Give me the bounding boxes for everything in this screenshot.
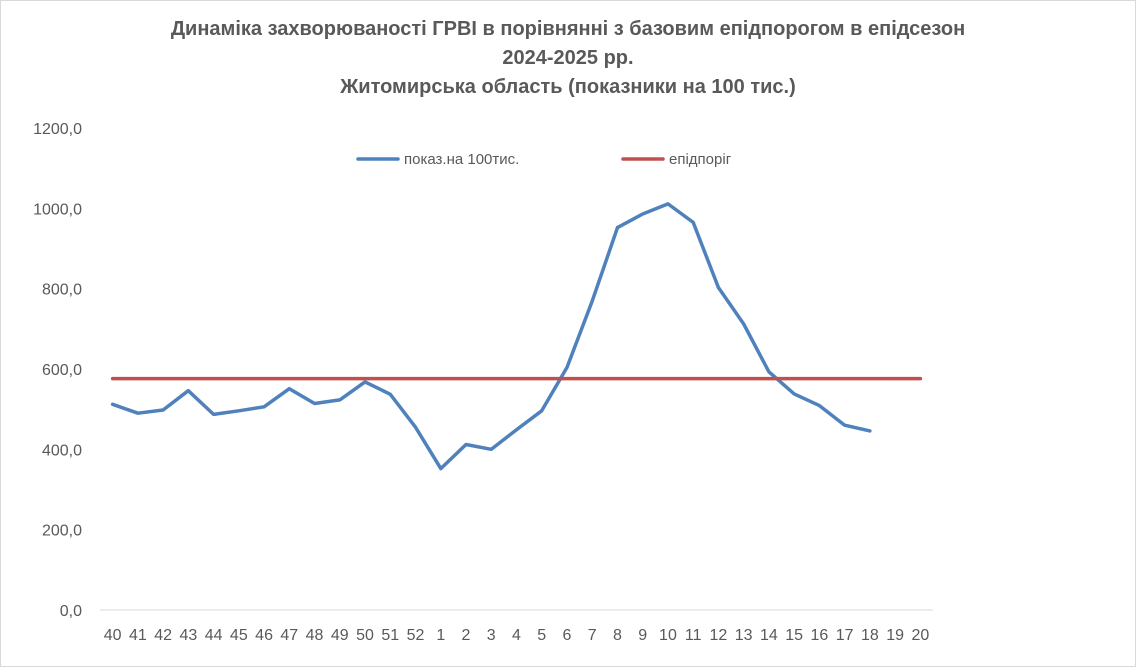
x-tick-label: 4 bbox=[512, 627, 521, 644]
x-tick-label: 1 bbox=[436, 627, 445, 644]
x-tick-label: 45 bbox=[230, 627, 248, 644]
x-tick-label: 40 bbox=[104, 627, 122, 644]
x-tick-label: 3 bbox=[487, 627, 496, 644]
x-tick-label: 19 bbox=[886, 627, 904, 644]
x-tick-label: 11 bbox=[685, 627, 702, 644]
x-tick-label: 7 bbox=[588, 627, 597, 644]
x-tick-label: 14 bbox=[760, 627, 778, 644]
chart-title: Динаміка захворюваності ГРВІ в порівнянн… bbox=[1, 15, 1135, 102]
x-tick-label: 42 bbox=[154, 627, 172, 644]
x-tick-label: 51 bbox=[381, 627, 399, 644]
x-tick-label: 12 bbox=[710, 627, 728, 644]
x-tick-label: 9 bbox=[638, 627, 647, 644]
legend-label: епідпоріг bbox=[669, 151, 732, 168]
x-tick-label: 41 bbox=[129, 627, 147, 644]
x-tick-label: 50 bbox=[356, 627, 374, 644]
y-tick-label: 1200,0 bbox=[33, 121, 82, 138]
x-tick-label: 16 bbox=[811, 627, 829, 644]
series-line-rate bbox=[110, 202, 872, 471]
x-tick-label: 6 bbox=[563, 627, 572, 644]
legend-label: показ.на 100тис. bbox=[404, 151, 519, 168]
x-tick-label: 13 bbox=[735, 627, 753, 644]
x-tick-label: 10 bbox=[659, 627, 677, 644]
chart-title-line-1: Динаміка захворюваності ГРВІ в порівнянн… bbox=[170, 18, 966, 40]
x-tick-label: 20 bbox=[911, 627, 929, 644]
x-tick-label: 17 bbox=[836, 627, 854, 644]
x-tick-label: 2 bbox=[462, 627, 471, 644]
y-tick-label: 1000,0 bbox=[33, 201, 82, 218]
x-tick-label: 49 bbox=[331, 627, 349, 644]
y-tick-label: 200,0 bbox=[42, 523, 82, 540]
x-tick-label: 44 bbox=[205, 627, 223, 644]
x-tick-label: 52 bbox=[407, 627, 425, 644]
y-tick-label: 800,0 bbox=[42, 282, 82, 299]
y-tick-label: 600,0 bbox=[42, 362, 82, 379]
x-tick-label: 47 bbox=[280, 627, 298, 644]
x-tick-label: 48 bbox=[306, 627, 324, 644]
x-tick-label: 8 bbox=[613, 627, 622, 644]
x-tick-label: 46 bbox=[255, 627, 273, 644]
y-tick-label: 0,0 bbox=[60, 603, 82, 620]
x-tick-label: 18 bbox=[861, 627, 879, 644]
chart-title-line-3: Житомирська область (показники на 100 ти… bbox=[340, 76, 796, 98]
x-tick-label: 15 bbox=[785, 627, 803, 644]
chart-title-line-2: 2024-2025 рр. bbox=[502, 47, 634, 69]
x-tick-label: 43 bbox=[179, 627, 197, 644]
y-tick-label: 400,0 bbox=[42, 442, 82, 459]
x-tick-label: 5 bbox=[537, 627, 546, 644]
